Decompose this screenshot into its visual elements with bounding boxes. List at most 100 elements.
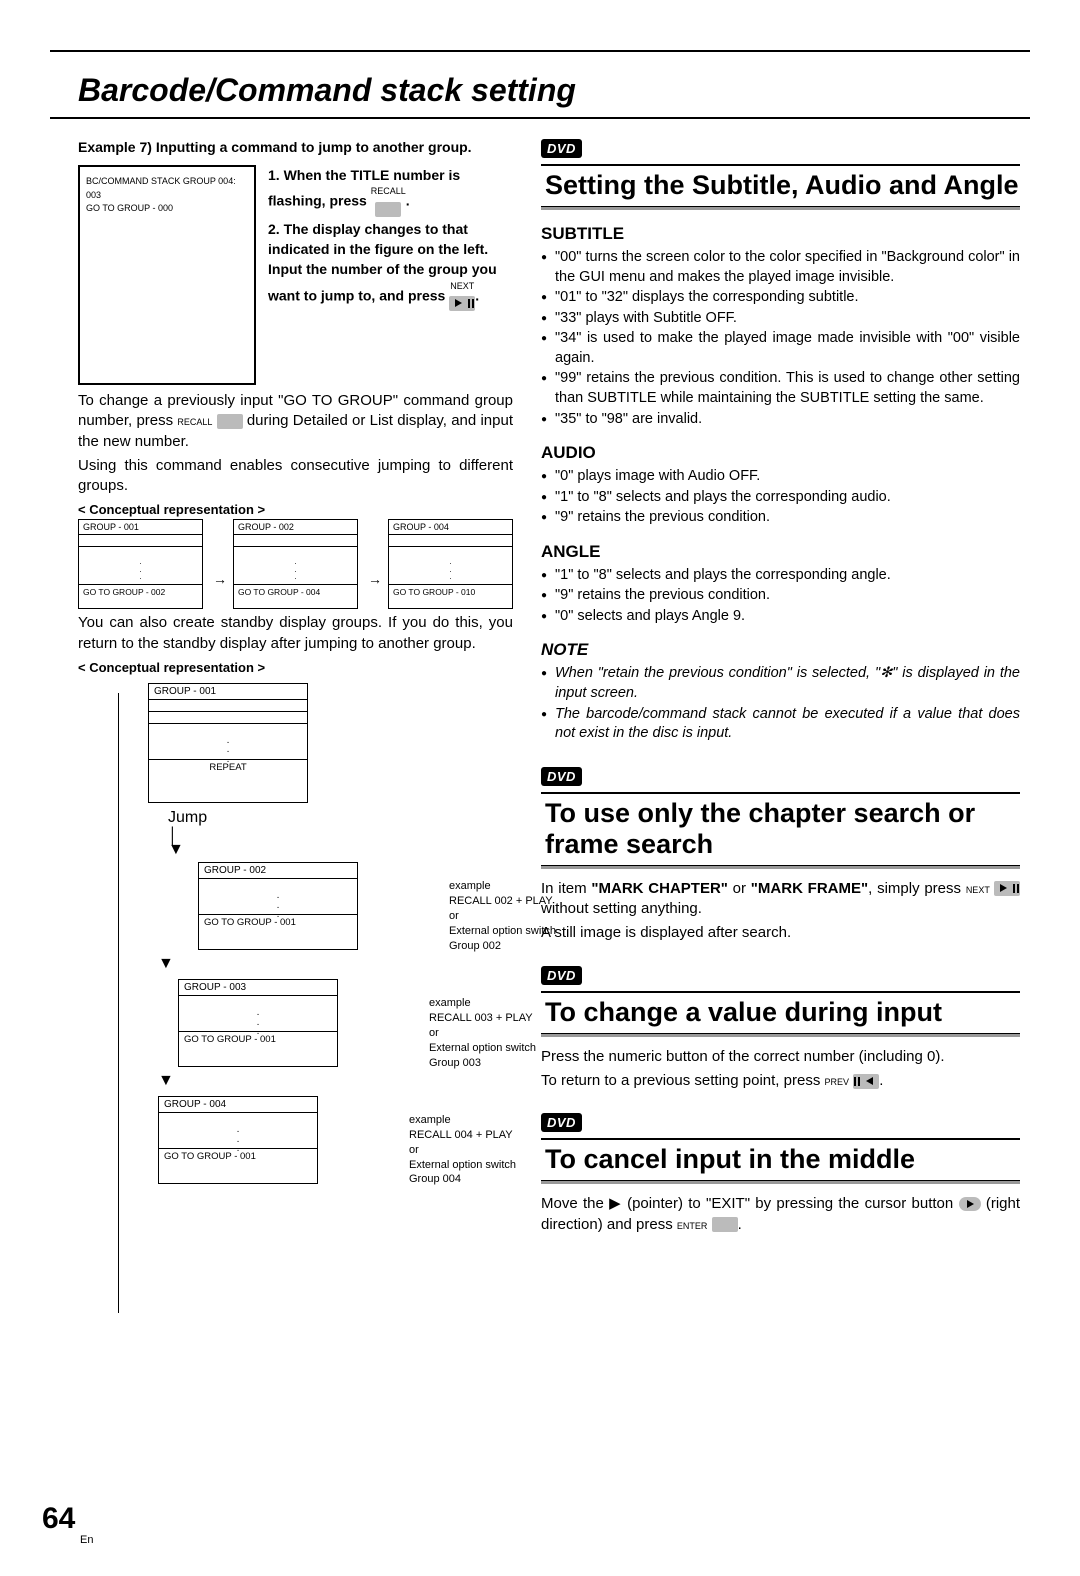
left-column: Example 7) Inputting a command to jump t… (78, 139, 513, 1239)
bold-text: "MARK FRAME" (751, 880, 868, 897)
vgroup-header: GROUP - 002 (199, 863, 357, 878)
list-item: "9" retains the previous condition. (541, 508, 1020, 528)
list-item: "0" selects and plays Angle 9. (541, 607, 1020, 627)
pointer-icon: ▶ (609, 1195, 622, 1212)
side-note: example RECALL 004 + PLAY or External op… (409, 1113, 559, 1187)
group-box: GROUP - 001 ··· GO TO GROUP - 002 (78, 519, 203, 609)
recall-label: RECALL (371, 185, 406, 198)
instr-text: 1. When the TITLE number is flashing, pr… (268, 167, 460, 209)
prev-label: PREV (825, 1077, 850, 1087)
arrow-icon: → (368, 519, 378, 609)
text: . (738, 1216, 742, 1233)
list-item: "9" retains the previous condition. (541, 586, 1020, 606)
down-arrow-icon: ▼ (158, 958, 513, 971)
subtitle-list: "00" turns the screen color to the color… (541, 248, 1020, 429)
list-item: The barcode/command stack cannot be exec… (541, 705, 1020, 744)
vgroup-box: GROUP - 003 ··· GO TO GROUP - 001 exampl… (178, 979, 338, 1067)
group-box: GROUP - 004 ··· GO TO GROUP - 010 (388, 519, 513, 609)
list-item: "34" is used to make the played image ma… (541, 329, 1020, 368)
conceptual-label: < Conceptual representation > (78, 660, 513, 675)
enter-label: ENTER (677, 1221, 708, 1231)
list-item: "35" to "98" are invalid. (541, 410, 1020, 430)
display-line: BC/COMMAND STACK GROUP 004: 003 (86, 175, 248, 202)
section-title: To use only the chapter search or frame … (541, 792, 1020, 869)
angle-list: "1" to "8" selects and plays the corresp… (541, 566, 1020, 627)
vgroup-box: GROUP - 004 ··· GO TO GROUP - 001 exampl… (158, 1096, 318, 1184)
dots-icon: ··· (389, 558, 512, 584)
paragraph: Press the numeric button of the correct … (541, 1047, 1020, 1067)
example-header: Example 7) Inputting a command to jump t… (78, 139, 513, 155)
bold-text: "MARK CHAPTER" (591, 880, 728, 897)
dots-icon: ··· (79, 558, 202, 584)
recall-button-icon (217, 414, 243, 429)
down-arrow-icon: │▼ (168, 831, 513, 857)
vgroup-footer: GO TO GROUP - 001 (159, 1148, 317, 1164)
vgroup-header: GROUP - 004 (159, 1097, 317, 1112)
angle-heading: ANGLE (541, 542, 1020, 562)
group-box: GROUP - 002 ··· GO TO GROUP - 004 (233, 519, 358, 609)
section-title: Setting the Subtitle, Audio and Angle (541, 164, 1020, 210)
note-heading: NOTE (541, 640, 1020, 660)
text: Move the (541, 1195, 609, 1212)
group-header: GROUP - 001 (79, 520, 202, 534)
list-item: When "retain the previous condition" is … (541, 664, 1020, 703)
vgroup-header: GROUP - 001 (149, 684, 307, 699)
dvd-badge: DVD (541, 767, 582, 786)
instr-text: . (406, 193, 410, 209)
subtitle-heading: SUBTITLE (541, 224, 1020, 244)
note-list: When "retain the previous condition" is … (541, 664, 1020, 743)
page-number: 64 (42, 1502, 75, 1536)
instr-text: . (475, 287, 479, 303)
vgroup-box: GROUP - 001 ··· REPEAT (148, 683, 308, 803)
right-cursor-button-icon (959, 1197, 981, 1211)
group-header: GROUP - 002 (234, 520, 357, 534)
page-lang: En (80, 1534, 93, 1546)
recall-button-icon (375, 202, 401, 217)
side-note: example RECALL 002 + PLAY or External op… (449, 879, 599, 953)
list-item: "01" to "32" displays the corresponding … (541, 288, 1020, 308)
dots-icon: ··· (199, 890, 357, 914)
list-item: "99" retains the previous condition. Thi… (541, 369, 1020, 408)
vertical-diagram: GROUP - 001 ··· REPEAT Jump │▼ GROUP - 0… (78, 683, 513, 1184)
vgroup-header: GROUP - 003 (179, 980, 337, 995)
dots-icon: ··· (159, 1124, 317, 1148)
next-button-icon (449, 296, 475, 311)
paragraph: Using this command enables consecutive j… (78, 456, 513, 497)
paragraph: A still image is displayed after search. (541, 923, 1020, 943)
text: . (879, 1072, 883, 1089)
text: or (728, 880, 751, 897)
vgroup-box: GROUP - 002 ··· GO TO GROUP - 001 exampl… (198, 862, 358, 950)
list-item: "0" plays image with Audio OFF. (541, 467, 1020, 487)
prev-button-icon (853, 1074, 879, 1089)
list-item: "00" turns the screen color to the color… (541, 248, 1020, 287)
next-label: NEXT (449, 280, 475, 293)
paragraph: Move the ▶ (pointer) to "EXIT" by pressi… (541, 1194, 1020, 1235)
display-line: GO TO GROUP - 000 (86, 202, 248, 216)
horizontal-diagram: GROUP - 001 ··· GO TO GROUP - 002 → GROU… (78, 519, 513, 609)
dvd-badge: DVD (541, 139, 582, 158)
vgroup-footer: REPEAT (149, 759, 307, 775)
instructions: 1. When the TITLE number is flashing, pr… (268, 165, 513, 313)
example-row: BC/COMMAND STACK GROUP 004: 003 GO TO GR… (78, 165, 513, 385)
arrow-icon: → (213, 519, 223, 609)
list-item: "1" to "8" selects and plays the corresp… (541, 566, 1020, 586)
vgroup-footer: GO TO GROUP - 001 (179, 1031, 337, 1047)
next-label: NEXT (966, 885, 990, 895)
paragraph: You can also create standby display grou… (78, 613, 513, 654)
paragraph: In item "MARK CHAPTER" or "MARK FRAME", … (541, 879, 1020, 920)
dots-icon: ··· (179, 1007, 337, 1031)
section-title: To cancel input in the middle (541, 1138, 1020, 1184)
dots-icon: ··· (149, 735, 307, 759)
group-footer: GO TO GROUP - 002 (79, 584, 202, 599)
list-item: "1" to "8" selects and plays the corresp… (541, 488, 1020, 508)
display-box: BC/COMMAND STACK GROUP 004: 003 GO TO GR… (78, 165, 256, 385)
text: (pointer) to "EXIT" by pressing the curs… (622, 1195, 959, 1212)
flowline (118, 693, 119, 1313)
top-divider (50, 50, 1030, 52)
page-title: Barcode/Command stack setting (78, 72, 1080, 109)
vgroup-footer: GO TO GROUP - 001 (199, 914, 357, 930)
dots-icon: ··· (234, 558, 357, 584)
audio-list: "0" plays image with Audio OFF. "1" to "… (541, 467, 1020, 528)
down-arrow-icon: ▼ (158, 1075, 513, 1088)
title-divider (50, 117, 1030, 119)
